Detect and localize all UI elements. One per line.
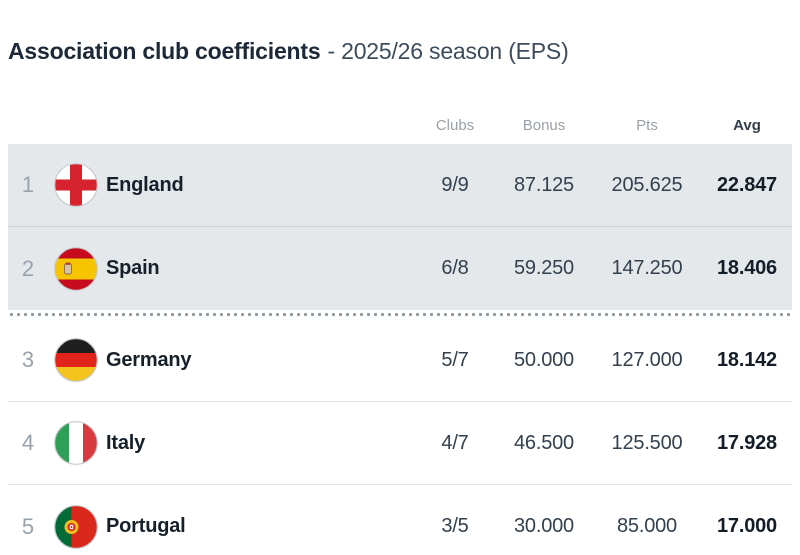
avg-value: 17.000 xyxy=(717,515,777,537)
bonus-value: 50.000 xyxy=(514,348,574,371)
column-header-clubs: Clubs xyxy=(435,116,475,134)
bonus-value: 30.000 xyxy=(514,515,574,537)
page-title-main: Association club coefficients xyxy=(8,38,321,64)
country-name: Germany xyxy=(106,348,192,371)
coefficients-widget: Association club coefficients - 2025/26 s… xyxy=(0,36,800,555)
page-title: Association club coefficients - 2025/26 s… xyxy=(8,36,792,66)
italy-flag-icon xyxy=(54,421,98,465)
pts-value: 127.000 xyxy=(611,348,683,371)
clubs-value: 4/7 xyxy=(441,431,469,454)
bonus-value: 46.500 xyxy=(514,431,574,454)
rank-number: 2 xyxy=(21,255,35,281)
rank-number: 4 xyxy=(21,430,35,455)
clubs-value: 5/7 xyxy=(441,348,469,371)
avg-value: 22.847 xyxy=(717,173,777,196)
germany-flag-icon xyxy=(54,338,98,382)
clubs-value: 3/5 xyxy=(441,515,469,537)
country-name: Spain xyxy=(106,257,160,279)
pts-value: 147.250 xyxy=(611,257,683,279)
column-header-bonus: Bonus xyxy=(522,116,566,134)
clubs-value: 6/8 xyxy=(441,257,469,279)
avg-value: 18.406 xyxy=(717,257,777,279)
pts-value: 125.500 xyxy=(611,431,683,454)
country-name: Portugal xyxy=(106,515,186,537)
column-header-avg: Avg xyxy=(733,116,761,134)
table-row-germany[interactable]: 3 Germany 5/7 50.000 127.000 18.142 xyxy=(8,319,792,402)
table-header: Clubs Bonus Pts Avg xyxy=(8,106,792,144)
portugal-flag-icon xyxy=(54,504,98,549)
column-header-pts: Pts xyxy=(636,116,658,134)
avg-value: 18.142 xyxy=(717,348,777,371)
table-row-italy[interactable]: 4 Italy 4/7 46.500 125.500 17.928 xyxy=(8,402,792,485)
qualification-cutoff-line xyxy=(8,312,792,317)
rank-number: 1 xyxy=(21,172,35,197)
country-name: England xyxy=(106,173,184,196)
bonus-value: 59.250 xyxy=(514,257,574,279)
avg-value: 17.928 xyxy=(717,431,777,454)
table-row-spain[interactable]: 2 Spain 6/8 59.250 147.250 18.406 xyxy=(8,227,792,310)
page-title-suffix: - 2025/26 season (EPS) xyxy=(327,38,569,64)
rank-number: 5 xyxy=(21,513,35,539)
bonus-value: 87.125 xyxy=(514,173,574,196)
spain-flag-icon xyxy=(54,246,98,291)
table-row-portugal[interactable]: 5 Portugal 3/5 30.000 85.000 17.000 xyxy=(8,485,792,555)
rank-number: 3 xyxy=(21,347,35,372)
pts-value: 205.625 xyxy=(611,173,683,196)
england-flag-icon xyxy=(54,163,98,207)
pts-value: 85.000 xyxy=(617,515,677,537)
clubs-value: 9/9 xyxy=(441,173,469,196)
table-row-england[interactable]: 1 England 9/9 87.125 205.625 22.847 xyxy=(8,144,792,227)
country-name: Italy xyxy=(106,431,146,454)
